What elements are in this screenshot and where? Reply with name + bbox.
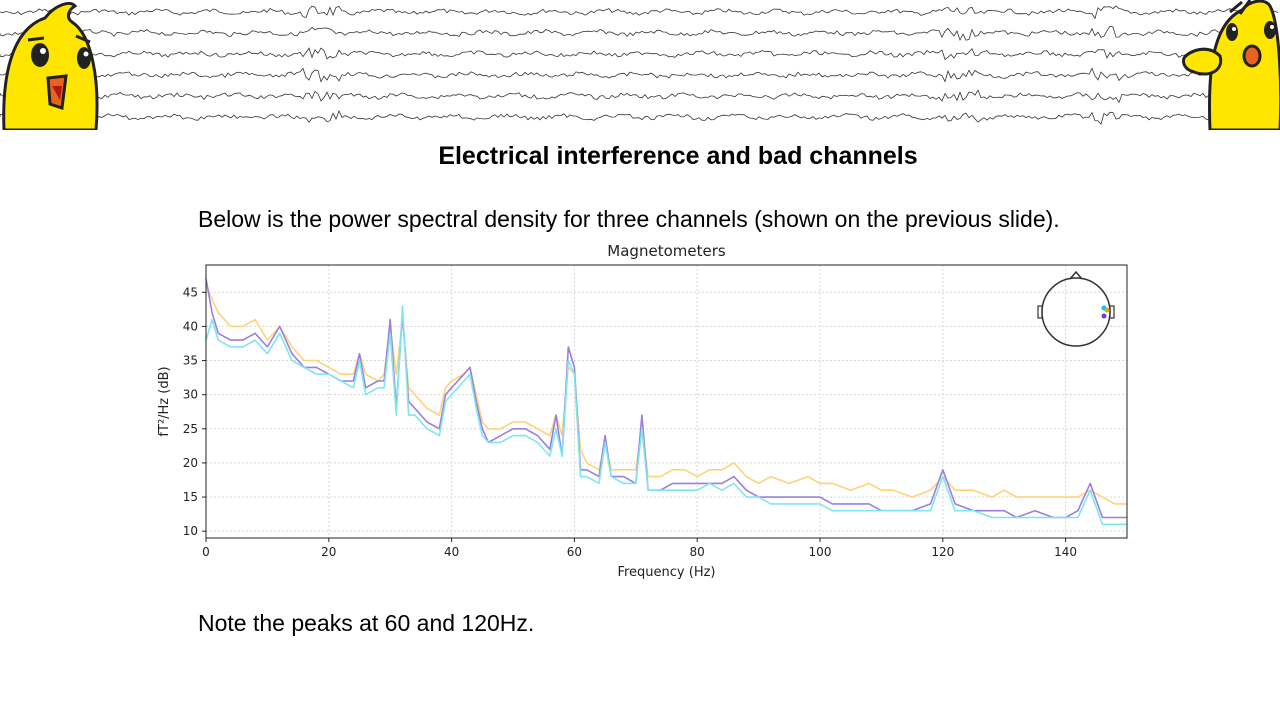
- eeg-trace-icon: [0, 5, 1279, 125]
- y-tick-label: 20: [183, 456, 198, 470]
- y-tick-label: 10: [183, 524, 198, 538]
- sensor-head-map-icon: [1037, 270, 1115, 347]
- eeg-trace-line: [0, 25, 1279, 42]
- intro-text: Below is the power spectral density for …: [198, 206, 1060, 232]
- x-tick-label: 100: [809, 545, 832, 559]
- y-tick-label: 35: [183, 354, 198, 368]
- grid: [205, 265, 1127, 538]
- x-tick-label: 60: [567, 545, 582, 559]
- y-tick-label: 30: [183, 388, 198, 402]
- y-tick-label: 25: [183, 422, 198, 436]
- x-axis-label: Frequency (Hz): [617, 565, 715, 580]
- x-tick-label: 0: [202, 545, 210, 559]
- eeg-trace-line: [0, 109, 1279, 125]
- note-text: Note the peaks at 60 and 120Hz.: [198, 610, 535, 636]
- psd-chart-svg: Magnetometers Frequency (Hz) fT²/Hz (dB)…: [157, 242, 1128, 580]
- slide-title: Electrical interference and bad channels: [438, 142, 918, 170]
- x-tick-label: 80: [690, 545, 705, 559]
- y-tick-label: 40: [183, 319, 198, 333]
- chick-mascot-icon-left: [0, 0, 100, 132]
- sensor-dot: [1104, 307, 1110, 313]
- x-tick-label: 40: [444, 545, 459, 559]
- eeg-trace-line: [0, 89, 1279, 104]
- y-axis-label: fT²/Hz (dB): [157, 366, 172, 436]
- series-line: [205, 305, 1127, 526]
- x-tick-label: 120: [931, 545, 954, 559]
- eeg-banner: [0, 0, 1280, 130]
- eeg-trace-line: [0, 67, 1279, 83]
- eeg-trace-line: [0, 5, 1279, 20]
- x-tick-label: 140: [1054, 545, 1077, 559]
- chick-mascot-icon-right: [1180, 0, 1280, 132]
- series-line: [205, 278, 1127, 519]
- plot-frame: [205, 264, 1128, 539]
- x-tick-label: 20: [321, 545, 336, 559]
- psd-chart: Magnetometers Frequency (Hz) fT²/Hz (dB)…: [150, 238, 1150, 588]
- eeg-trace-line: [0, 47, 1279, 61]
- y-tick-label: 45: [183, 285, 198, 299]
- sensor-dot: [1101, 313, 1107, 319]
- chart-title: Magnetometers: [607, 242, 726, 260]
- y-tick-label: 15: [183, 490, 198, 504]
